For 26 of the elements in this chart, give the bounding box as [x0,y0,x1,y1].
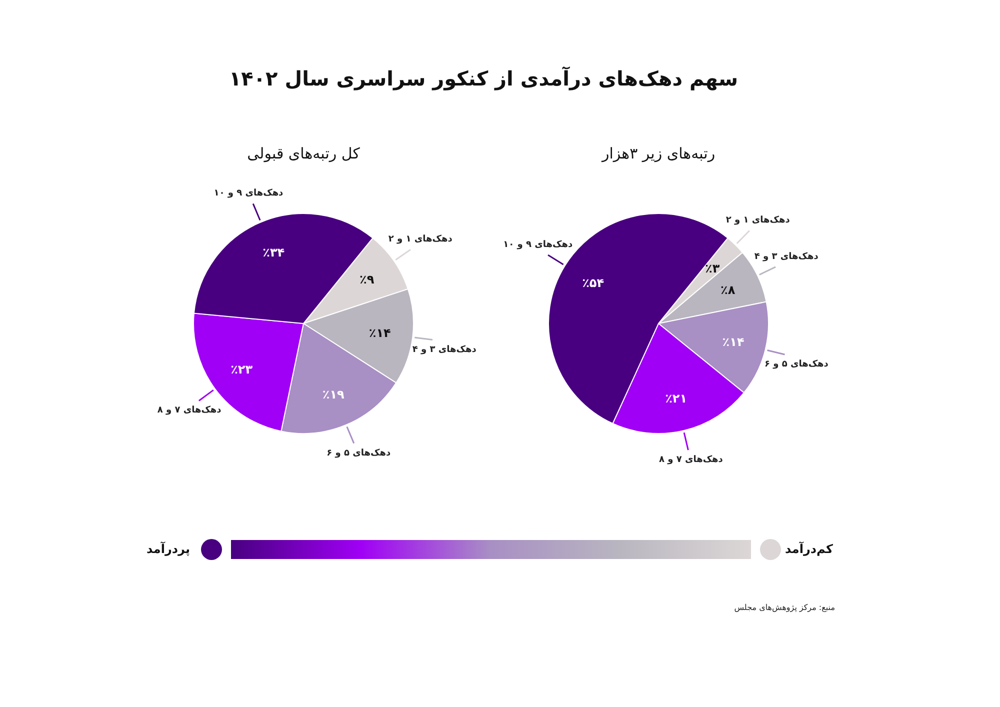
slice-label: دهک‌های ۷ و ۸ [658,455,724,466]
data-label: ٪۹ [360,272,375,287]
data-label: ٪۵۴ [582,276,604,290]
slice-label: دهک‌های ۹ و ۱۰ [503,240,573,250]
slice-label: دهک‌های ۱ و ۲ [726,216,790,226]
data-label: ٪۱۴ [722,334,744,349]
text: منبع: مرکز پژوهش‌های مجلس [734,602,835,614]
data-label: ٪۲۱ [665,391,688,406]
slice-label: دهک‌های ۹ و ۱۰ [214,188,284,199]
chart-subtitle: کل رتبه‌های قبولی [247,144,361,162]
slice-label: دهک‌های ۵ و ۶ [326,448,391,458]
data-label: ٪۲۳ [230,362,254,376]
slice-label: دهک‌های ۱ و ۲ [388,234,453,245]
slice-label: دهک‌های ۳ و ۴ [754,252,819,262]
text: کم‌درآمد [785,541,833,557]
data-label: ٪۳۴ [262,246,285,260]
data-label: ٪۱۹ [322,387,346,402]
chart-title: سهم دهک‌های درآمدی از کنکور سراسری سال ۱۴۰۲ [228,66,738,90]
slice-label: دهک‌های ۷ و ۸ [157,406,222,416]
slice-label: دهک‌های ۵ و ۶ [764,360,829,370]
chart-subtitle: رتبه‌های زیر ۳هزار [600,144,716,162]
text: پردرآمد [146,541,190,557]
data-label: ٪۸ [720,282,736,297]
slice-label: دهک‌های ۳ و ۴ [412,344,477,355]
data-label: ٪۱۴ [368,326,391,340]
data-label: ٪۳ [705,261,720,276]
